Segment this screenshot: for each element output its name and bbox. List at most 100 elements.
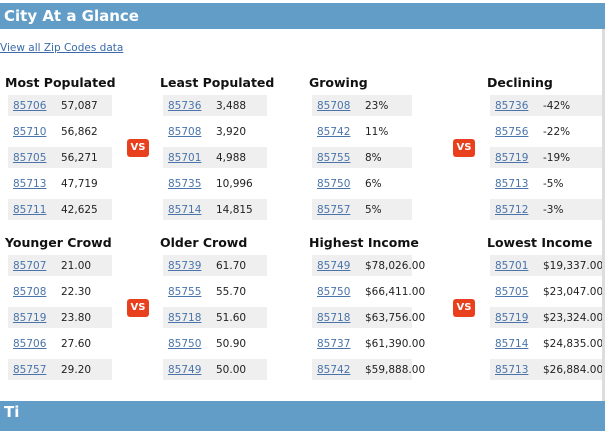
table-row: 85737 $61,390.00 bbox=[312, 333, 425, 354]
row-value: $66,411.00 bbox=[365, 285, 426, 298]
vs-badge: VS bbox=[453, 139, 475, 157]
zip-link[interactable]: 85719 bbox=[495, 311, 529, 324]
next-section-header: Ti bbox=[0, 401, 605, 431]
table-row: 85713 $26,884.00 bbox=[490, 359, 604, 380]
table-row: 85736 -42% bbox=[490, 95, 602, 116]
zip-link[interactable]: 85705 bbox=[495, 285, 529, 298]
zip-link[interactable]: 85755 bbox=[168, 285, 202, 298]
table-row: 85742 11% bbox=[312, 121, 412, 142]
row-value: 42,625 bbox=[61, 203, 98, 216]
zip-link[interactable]: 85706 bbox=[13, 99, 47, 112]
table-row: 85719 $23,324.00 bbox=[490, 307, 604, 328]
table-row: 85705 56,271 bbox=[8, 147, 112, 168]
table-row: 85708 3,920 bbox=[163, 121, 267, 142]
row-value: $19,337.00 bbox=[543, 259, 604, 272]
table-row: 85711 42,625 bbox=[8, 199, 112, 220]
table-row: 85755 8% bbox=[312, 147, 412, 168]
zip-link[interactable]: 85718 bbox=[168, 311, 202, 324]
group-title: Older Crowd bbox=[160, 235, 248, 250]
table-row: 85756 -22% bbox=[490, 121, 602, 142]
table-row: 85701 $19,337.00 bbox=[490, 255, 604, 276]
row-value: $78,026.00 bbox=[365, 259, 426, 272]
view-all-zip-codes-link[interactable]: View all Zip Codes data bbox=[0, 42, 124, 54]
row-value: $26,884.00 bbox=[543, 363, 604, 376]
zip-link[interactable]: 85750 bbox=[168, 337, 202, 350]
zip-link[interactable]: 85739 bbox=[168, 259, 202, 272]
zip-link[interactable]: 85719 bbox=[13, 311, 47, 324]
zip-link[interactable]: 85710 bbox=[13, 125, 47, 138]
zip-link[interactable]: 85757 bbox=[317, 203, 351, 216]
row-value: $23,324.00 bbox=[543, 311, 604, 324]
row-value: 56,271 bbox=[61, 151, 98, 164]
zip-link[interactable]: 85736 bbox=[495, 99, 529, 112]
zip-link[interactable]: 85708 bbox=[13, 285, 47, 298]
zip-link[interactable]: 85755 bbox=[317, 151, 351, 164]
zip-link[interactable]: 85757 bbox=[13, 363, 47, 376]
table-row: 85713 47,719 bbox=[8, 173, 112, 194]
zip-link[interactable]: 85706 bbox=[13, 337, 47, 350]
row-value: 8% bbox=[365, 151, 382, 164]
table-row: 85718 $63,756.00 bbox=[312, 307, 425, 328]
vs-badge: VS bbox=[127, 299, 149, 317]
scrollbar[interactable] bbox=[602, 29, 605, 401]
vs-badge: VS bbox=[453, 299, 475, 317]
table-row: 85705 $23,047.00 bbox=[490, 281, 604, 302]
zip-link[interactable]: 85705 bbox=[13, 151, 47, 164]
table-row: 85749 50.00 bbox=[163, 359, 267, 380]
zip-link[interactable]: 85712 bbox=[495, 203, 529, 216]
row-value: 14,815 bbox=[216, 203, 253, 216]
row-value: -19% bbox=[543, 151, 571, 164]
row-value: 3,920 bbox=[216, 125, 247, 138]
table-row: 85719 -19% bbox=[490, 147, 602, 168]
row-value: 27.60 bbox=[61, 337, 92, 350]
table-row: 85701 4,988 bbox=[163, 147, 267, 168]
row-value: 6% bbox=[365, 177, 382, 190]
zip-link[interactable]: 85750 bbox=[317, 177, 351, 190]
zip-link[interactable]: 85736 bbox=[168, 99, 202, 112]
zip-link[interactable]: 85742 bbox=[317, 125, 351, 138]
zip-link[interactable]: 85701 bbox=[495, 259, 529, 272]
zip-link[interactable]: 85719 bbox=[495, 151, 529, 164]
group-title: Younger Crowd bbox=[5, 235, 112, 250]
row-value: 50.90 bbox=[216, 337, 247, 350]
zip-link[interactable]: 85714 bbox=[495, 337, 529, 350]
zip-link[interactable]: 85742 bbox=[317, 363, 351, 376]
zip-link[interactable]: 85713 bbox=[495, 363, 529, 376]
row-value: 10,996 bbox=[216, 177, 253, 190]
zip-link[interactable]: 85707 bbox=[13, 259, 47, 272]
zip-link[interactable]: 85711 bbox=[13, 203, 47, 216]
row-value: 55.70 bbox=[216, 285, 247, 298]
group-lowest-income: Lowest Income 85701 $19,337.00 85705 $23… bbox=[487, 235, 604, 385]
group-most-populated: Most Populated 85706 57,087 85710 56,862… bbox=[5, 75, 116, 225]
zip-link[interactable]: 85714 bbox=[168, 203, 202, 216]
table-row: 85708 22.30 bbox=[8, 281, 112, 302]
zip-link[interactable]: 85713 bbox=[13, 177, 47, 190]
row-value: 47,719 bbox=[61, 177, 98, 190]
zip-link[interactable]: 85737 bbox=[317, 337, 351, 350]
zip-link[interactable]: 85701 bbox=[168, 151, 202, 164]
row-value: $24,835.00 bbox=[543, 337, 604, 350]
zip-link[interactable]: 85708 bbox=[317, 99, 351, 112]
row-value: 61.70 bbox=[216, 259, 247, 272]
table-row: 85757 29.20 bbox=[8, 359, 112, 380]
row-value: 21.00 bbox=[61, 259, 92, 272]
table-row: 85719 23.80 bbox=[8, 307, 112, 328]
row-value: 50.00 bbox=[216, 363, 247, 376]
zip-link[interactable]: 85718 bbox=[317, 311, 351, 324]
zip-link[interactable]: 85749 bbox=[317, 259, 351, 272]
zip-link[interactable]: 85708 bbox=[168, 125, 202, 138]
table-row: 85712 -3% bbox=[490, 199, 602, 220]
zip-link[interactable]: 85713 bbox=[495, 177, 529, 190]
table-row: 85749 $78,026.00 bbox=[312, 255, 425, 276]
row-value: 57,087 bbox=[61, 99, 98, 112]
row-value: $63,756.00 bbox=[365, 311, 426, 324]
row-value: $23,047.00 bbox=[543, 285, 604, 298]
zip-link[interactable]: 85750 bbox=[317, 285, 351, 298]
row-value: 3,488 bbox=[216, 99, 247, 112]
group-title: Declining bbox=[487, 75, 553, 90]
group-least-populated: Least Populated 85736 3,488 85708 3,920 … bbox=[160, 75, 274, 225]
zip-link[interactable]: 85735 bbox=[168, 177, 202, 190]
table-row: 85713 -5% bbox=[490, 173, 602, 194]
zip-link[interactable]: 85749 bbox=[168, 363, 202, 376]
zip-link[interactable]: 85756 bbox=[495, 125, 529, 138]
